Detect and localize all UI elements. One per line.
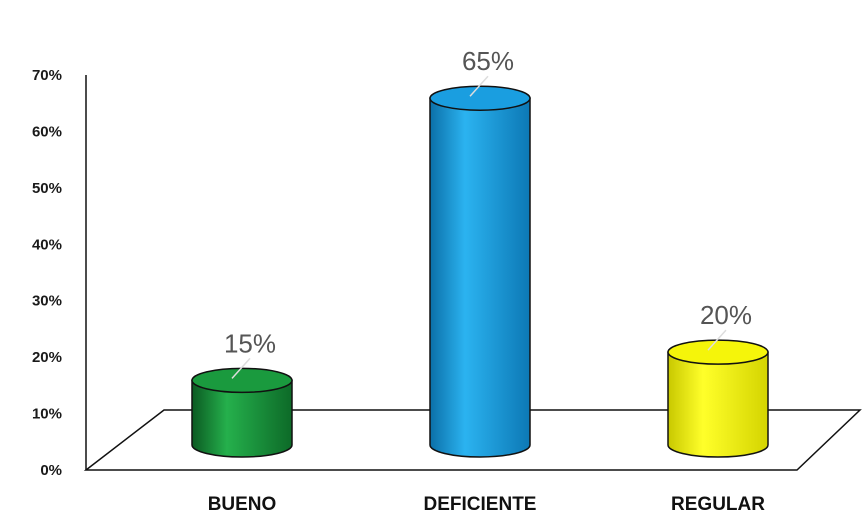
data-label-leader (469, 75, 489, 97)
bar-body (429, 97, 531, 458)
category-label: DEFICIENTE (424, 494, 537, 515)
y-tick-label: 60% (32, 123, 62, 140)
data-label: 20% (700, 300, 752, 330)
y-tick-label: 70% (32, 67, 62, 84)
bar-deficiente: 65% (429, 46, 531, 458)
data-label-leader (707, 329, 727, 351)
y-tick-label: 10% (32, 406, 62, 423)
y-tick-label: 40% (32, 236, 62, 253)
bars: 15% 65% 20% (191, 46, 769, 458)
data-label: 15% (224, 328, 276, 358)
bar-body (191, 379, 293, 458)
category-label: REGULAR (671, 494, 765, 515)
data-label-leader (231, 357, 251, 379)
bar-regular: 20% (667, 300, 769, 458)
category-label: BUENO (208, 494, 277, 515)
bar-top (429, 85, 531, 111)
bar-bueno: 15% (191, 328, 293, 458)
bar-body (667, 351, 769, 458)
bar-top (191, 367, 293, 394)
y-tick-label: 30% (32, 293, 62, 310)
y-axis-ticks: 0% 10% 20% 30% 40% 50% 60% 70% (32, 67, 62, 479)
category-labels: BUENO DEFICIENTE REGULAR (208, 494, 766, 515)
data-label: 65% (462, 46, 514, 76)
y-tick-label: 20% (32, 349, 62, 366)
y-tick-label: 0% (40, 462, 62, 479)
bar-top (667, 339, 769, 365)
y-tick-label: 50% (32, 180, 62, 197)
